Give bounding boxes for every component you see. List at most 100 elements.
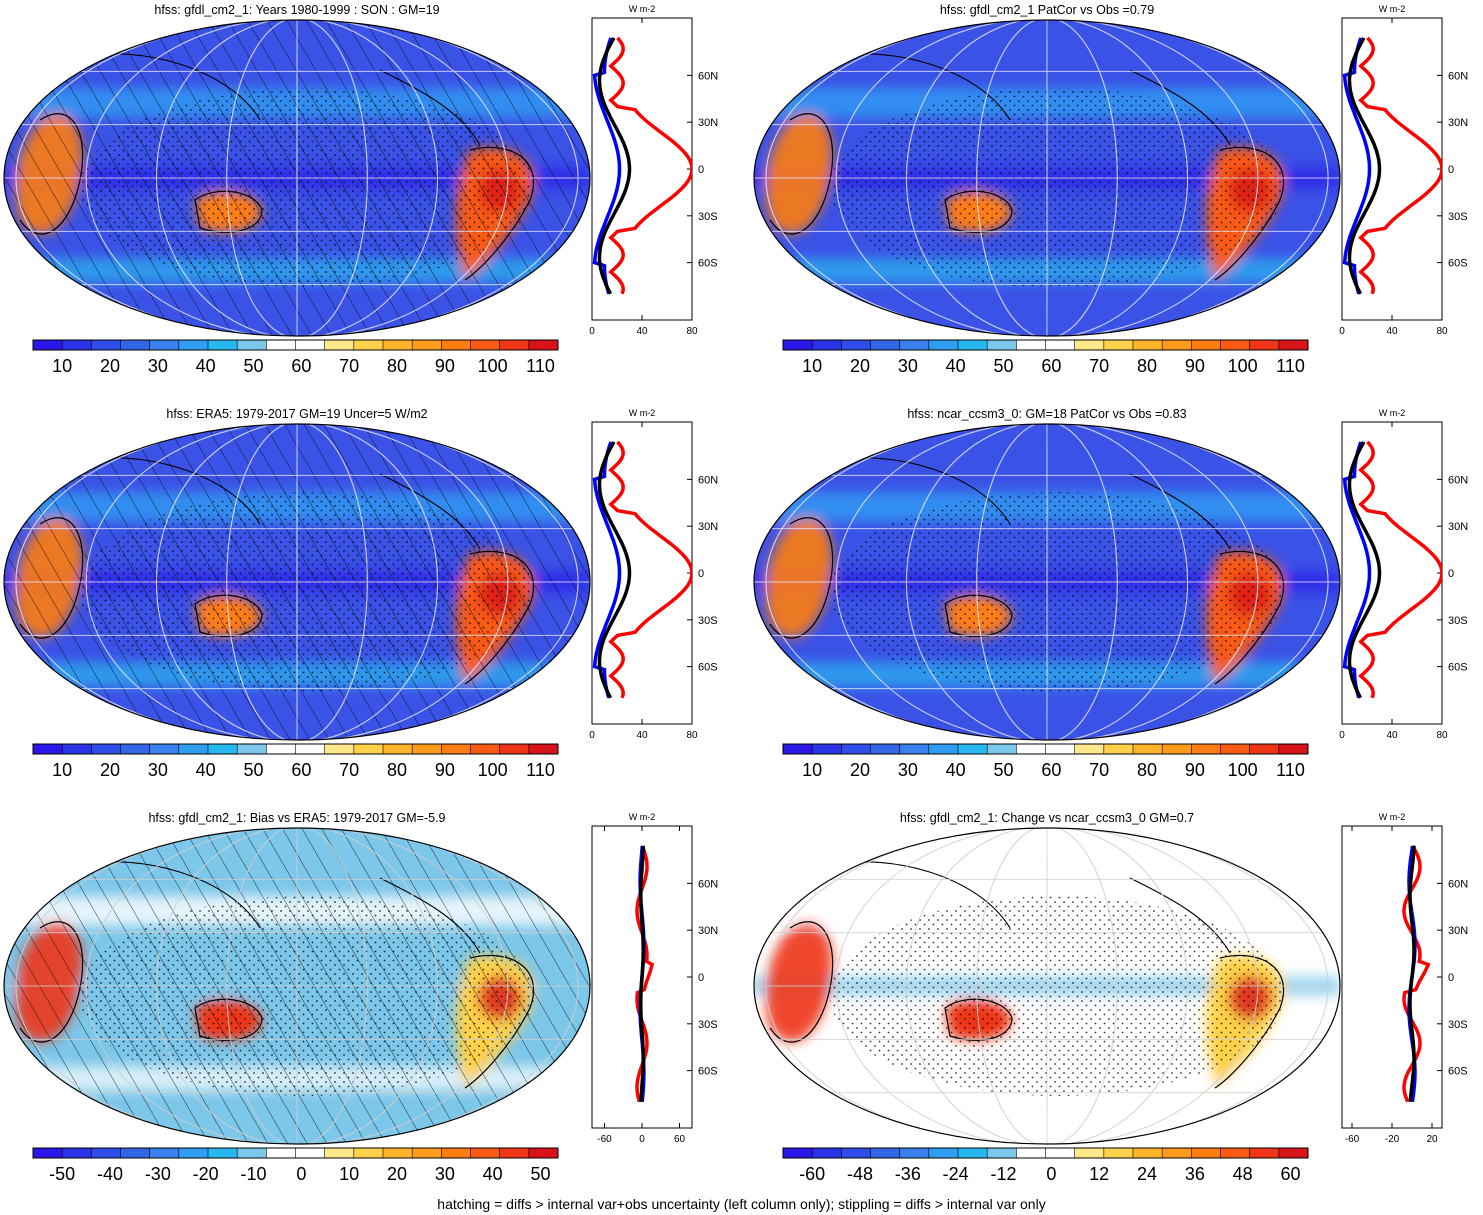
colorbar-label: 40 [946, 356, 966, 376]
colorbar-swatch [1074, 1148, 1105, 1158]
colorbar-swatch [1249, 1148, 1280, 1158]
colorbar-swatch [928, 744, 959, 754]
profile-lat-label: 30N [698, 925, 718, 937]
profile-unit: W m-2 [629, 4, 656, 14]
colorbar-label: 100 [478, 760, 508, 780]
graticule [754, 20, 1340, 336]
colorbar-swatch [324, 1148, 355, 1158]
colorbar-swatch [1249, 744, 1280, 754]
colorbar-label: 70 [339, 760, 359, 780]
colorbar-swatch [899, 1148, 930, 1158]
colorbar-swatch [1016, 744, 1046, 754]
graticule [4, 20, 590, 336]
profile-lat-label: 0 [698, 568, 704, 580]
colorbar-swatch [1278, 1148, 1309, 1158]
colorbar-swatch [120, 340, 151, 350]
colorbar: -60 -48 -36 -24 -12 0 12 24 36 48 60 [782, 1147, 1309, 1184]
colorbar-label: 12 [1089, 1164, 1109, 1184]
colorbar-swatch [870, 340, 901, 350]
profile-unit: W m-2 [1379, 812, 1406, 822]
colorbar-label: 70 [339, 356, 359, 376]
panel-title: hfss: gfdl_cm2_1: Bias vs ERA5: 1979-201… [148, 811, 445, 825]
colorbar-swatch [412, 744, 442, 754]
profile-x-tick: 0 [1339, 326, 1345, 337]
zonal-profile: W m-2 60N 30N 0 30S 60S -60 -20 20 [1341, 812, 1468, 1145]
profile-lat-label: 30S [1448, 1019, 1468, 1031]
colorbar-label: 20 [387, 1164, 407, 1184]
colorbar-swatch [783, 744, 813, 754]
colorbar-swatch [62, 1148, 92, 1158]
colorbar-swatch [266, 1148, 296, 1158]
colorbar-label: 10 [802, 356, 822, 376]
colorbar-swatch [353, 340, 384, 350]
colorbar-swatch [149, 744, 180, 754]
colorbar-swatch [812, 1148, 842, 1158]
colorbar-swatch [295, 340, 326, 350]
colorbar-label: 90 [435, 356, 455, 376]
panel-5: hfss: gfdl_cm2_1: Bias vs ERA5: 1979-201… [3, 811, 718, 1184]
colorbar-label: -12 [990, 1164, 1016, 1184]
zonal-profile: W m-2 60N 30N 0 30S 60S 0 40 80 [589, 4, 718, 337]
colorbar-swatch [178, 340, 209, 350]
colorbar-label: 10 [802, 760, 822, 780]
colorbar-label: 60 [1041, 760, 1061, 780]
profile-line-model [608, 440, 692, 699]
colorbar-swatch [1191, 744, 1221, 754]
profile-lat-label: 0 [1448, 164, 1454, 176]
colorbar-swatch [1220, 744, 1251, 754]
colorbar-swatch [353, 744, 384, 754]
profile-line-zonal [639, 845, 645, 1102]
profile-x-tick: 40 [1386, 326, 1398, 337]
colorbar-label: 40 [196, 356, 216, 376]
panel-2: hfss: gfdl_cm2_1 PatCor vs Obs =0.79 10 20… [753, 3, 1468, 376]
colorbar-swatch [470, 744, 501, 754]
colorbar-swatch [499, 1148, 530, 1158]
profile-line-model [1358, 440, 1442, 699]
profile-lat-label: 0 [1448, 972, 1454, 984]
colorbar-swatch [812, 744, 842, 754]
profile-line-obs [592, 37, 622, 295]
panel-title: hfss: ERA5: 1979-2017 GM=19 Uncer=5 W/m2 [166, 407, 427, 421]
colorbar-swatch [120, 1148, 151, 1158]
colorbar-swatch [1016, 1148, 1046, 1158]
colorbar-swatch [470, 340, 501, 350]
profile-lat-label: 60N [1448, 70, 1468, 82]
colorbar-label: 30 [898, 760, 918, 780]
profile-lat-label: 60S [698, 662, 718, 674]
colorbar-label: 90 [1185, 356, 1205, 376]
colorbar-swatch [383, 340, 413, 350]
profile-line-obs [592, 441, 622, 699]
colorbar-label: 110 [1276, 356, 1305, 376]
colorbar-swatch [1103, 1148, 1134, 1158]
profile-lat-label: 60S [698, 1066, 718, 1078]
colorbar-swatch [237, 744, 267, 754]
graticule [4, 828, 590, 1144]
colorbar-swatch [470, 1148, 501, 1158]
profile-lat-label: 30N [698, 117, 718, 129]
colorbar-swatch [149, 340, 180, 350]
profile-x-tick: 0 [1339, 730, 1345, 741]
profile-lat-label: 60S [1448, 1066, 1468, 1078]
profile-lat-label: 30N [1448, 521, 1468, 533]
profile-unit: W m-2 [1379, 4, 1406, 14]
profile-x-tick: 20 [1426, 1134, 1438, 1145]
map-frame [3, 19, 591, 337]
profile-x-tick: -20 [1385, 1134, 1400, 1145]
colorbar-swatch [441, 744, 471, 754]
profile-lat-label: 60S [698, 258, 718, 270]
colorbar-swatch [987, 1148, 1017, 1158]
colorbar-swatch [1016, 340, 1046, 350]
colorbar-label: 50 [530, 1164, 550, 1184]
colorbar-swatch [1103, 340, 1134, 350]
colorbar-swatch [91, 744, 121, 754]
profile-lat-label: 30S [1448, 211, 1468, 223]
profile-lat-label: 60S [1448, 662, 1468, 674]
colorbar: 10 20 30 40 50 60 70 80 90 100 110 [32, 743, 559, 780]
colorbar-label: 10 [52, 760, 72, 780]
colorbar-swatch [1220, 1148, 1251, 1158]
colorbar-label: 110 [526, 356, 555, 376]
profile-line-zonal [1347, 441, 1382, 699]
colorbar-swatch [1278, 340, 1309, 350]
colorbar-swatch [324, 744, 355, 754]
